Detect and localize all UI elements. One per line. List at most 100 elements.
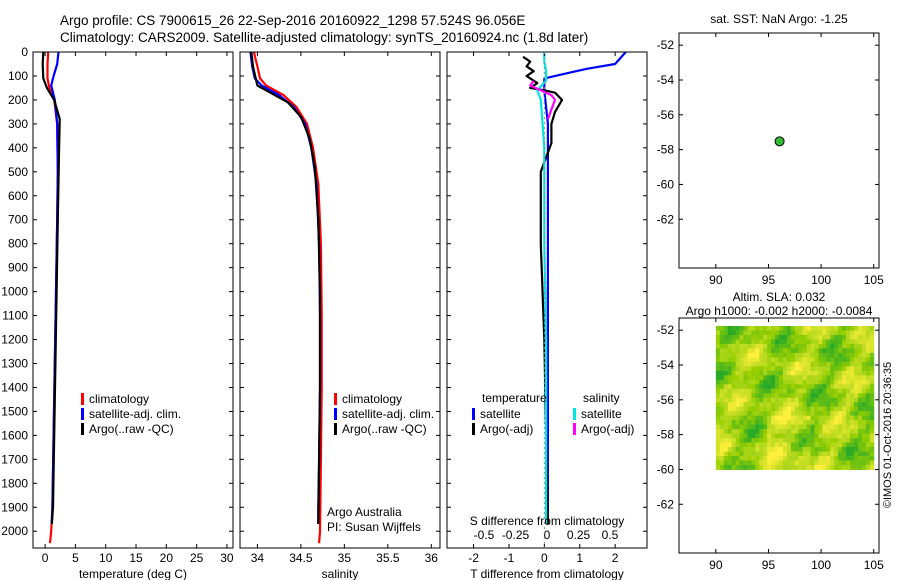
heatmap-cell (771, 352, 776, 358)
heatmap-cell (802, 330, 808, 336)
heatmap-cell (755, 352, 760, 358)
heatmap-cell (854, 411, 859, 417)
heatmap-cell (782, 326, 788, 331)
y-tick-label: 500 (8, 165, 28, 179)
heatmap-cell (739, 339, 744, 345)
heatmap-cell (747, 330, 752, 336)
legend-label: Argo(-adj) (480, 422, 533, 436)
heatmap-cell (723, 339, 729, 345)
heatmap-cell (747, 352, 752, 358)
heatmap-cell (794, 388, 800, 394)
heatmap-cell (794, 438, 800, 444)
heatmap-cell (822, 366, 827, 372)
heatmap-cell (779, 429, 784, 435)
heatmap-cell (822, 447, 827, 453)
series-line (536, 52, 548, 524)
heatmap-cell (857, 456, 863, 461)
heatmap-cell (779, 397, 784, 403)
heatmap-cell (786, 375, 792, 381)
heatmap-cell (834, 384, 839, 390)
heatmap-cell (830, 343, 835, 349)
heatmap-cell (759, 411, 764, 417)
heatmap-cell (735, 361, 741, 367)
heatmap-cell (794, 433, 800, 439)
heatmap-cell (857, 451, 863, 457)
heatmap-cell (786, 330, 792, 336)
heatmap-cell (771, 397, 776, 403)
heatmap-cell (767, 361, 772, 367)
y-tick-label: -60 (657, 462, 675, 476)
y-tick-label: -52 (657, 38, 675, 52)
heatmap-cell (790, 352, 796, 358)
map-subtitle: Argo h1000: -0.002 h2000: -0.0084 (686, 304, 873, 318)
heatmap-cell (869, 370, 875, 376)
heatmap-cell (755, 370, 760, 376)
x-tick-label: 35.5 (376, 551, 400, 565)
heatmap-cell (830, 451, 835, 457)
heatmap-cell (802, 366, 808, 372)
heatmap-cell (763, 442, 768, 448)
y-tick-label: 2000 (1, 524, 28, 538)
heatmap-cell (735, 402, 741, 408)
heatmap-cell (727, 402, 733, 408)
heatmap-cell (727, 429, 733, 435)
heatmap-cell (786, 402, 792, 408)
heatmap-cell (735, 375, 741, 381)
heatmap-cell (751, 424, 756, 430)
heatmap-cell (739, 429, 744, 435)
legend: temperature salinitysatelliteArgo(-adj)sa… (470, 52, 634, 548)
heatmap-cell (759, 326, 764, 331)
heatmap-cell (854, 339, 859, 345)
heatmap-cell (854, 464, 859, 470)
heatmap-cell (834, 366, 839, 372)
heatmap-cell (743, 348, 748, 354)
heatmap-cell (719, 415, 725, 421)
heatmap-cell (759, 433, 764, 439)
heatmap-cell (719, 402, 725, 408)
heatmap-cell (857, 424, 863, 430)
heatmap-cell (857, 379, 863, 385)
map-title: Altim. SLA: 0.032 (733, 290, 826, 304)
heatmap-cell (822, 370, 827, 376)
heatmap-cell (865, 348, 871, 354)
heatmap-cell (869, 330, 875, 336)
heatmap-cell (723, 366, 729, 372)
heatmap-cell (806, 388, 812, 394)
heatmap-cell (834, 464, 839, 470)
heatmap-cell (790, 334, 796, 340)
heatmap-cell (775, 456, 780, 461)
heatmap-cell (798, 326, 804, 331)
heatmap-cell (751, 406, 756, 412)
heatmap-cell (763, 397, 768, 403)
heatmap-cell (767, 429, 772, 435)
heatmap-cell (834, 433, 839, 439)
heatmap-cell (865, 415, 871, 421)
heatmap-cell (775, 393, 780, 399)
heatmap-cell (743, 357, 748, 363)
heatmap-cell (731, 366, 737, 372)
heatmap-cell (861, 429, 867, 435)
heatmap-cell (771, 384, 776, 390)
heatmap-cell (782, 402, 788, 408)
heatmap-cell (822, 420, 827, 426)
heatmap-cell (759, 330, 764, 336)
heatmap-cell (865, 326, 871, 331)
heatmap-cell (735, 442, 741, 448)
heatmap-cell (810, 429, 816, 435)
heatmap-cell (850, 330, 855, 336)
heatmap-cell (727, 388, 733, 394)
heatmap-cell (719, 326, 725, 331)
heatmap-cell (775, 429, 780, 435)
heatmap-cell (806, 384, 812, 390)
heatmap-cell (854, 415, 859, 421)
heatmap-cell (739, 370, 744, 376)
heatmap-cell (850, 326, 855, 331)
heatmap-cell (794, 343, 800, 349)
heatmap-cell (842, 406, 847, 412)
heatmap-cell (767, 343, 772, 349)
heatmap-cell (842, 447, 847, 453)
heatmap-cell (850, 438, 855, 444)
heatmap-cell (850, 460, 855, 466)
heatmap-cell (822, 456, 827, 461)
heatmap-cell (763, 460, 768, 466)
